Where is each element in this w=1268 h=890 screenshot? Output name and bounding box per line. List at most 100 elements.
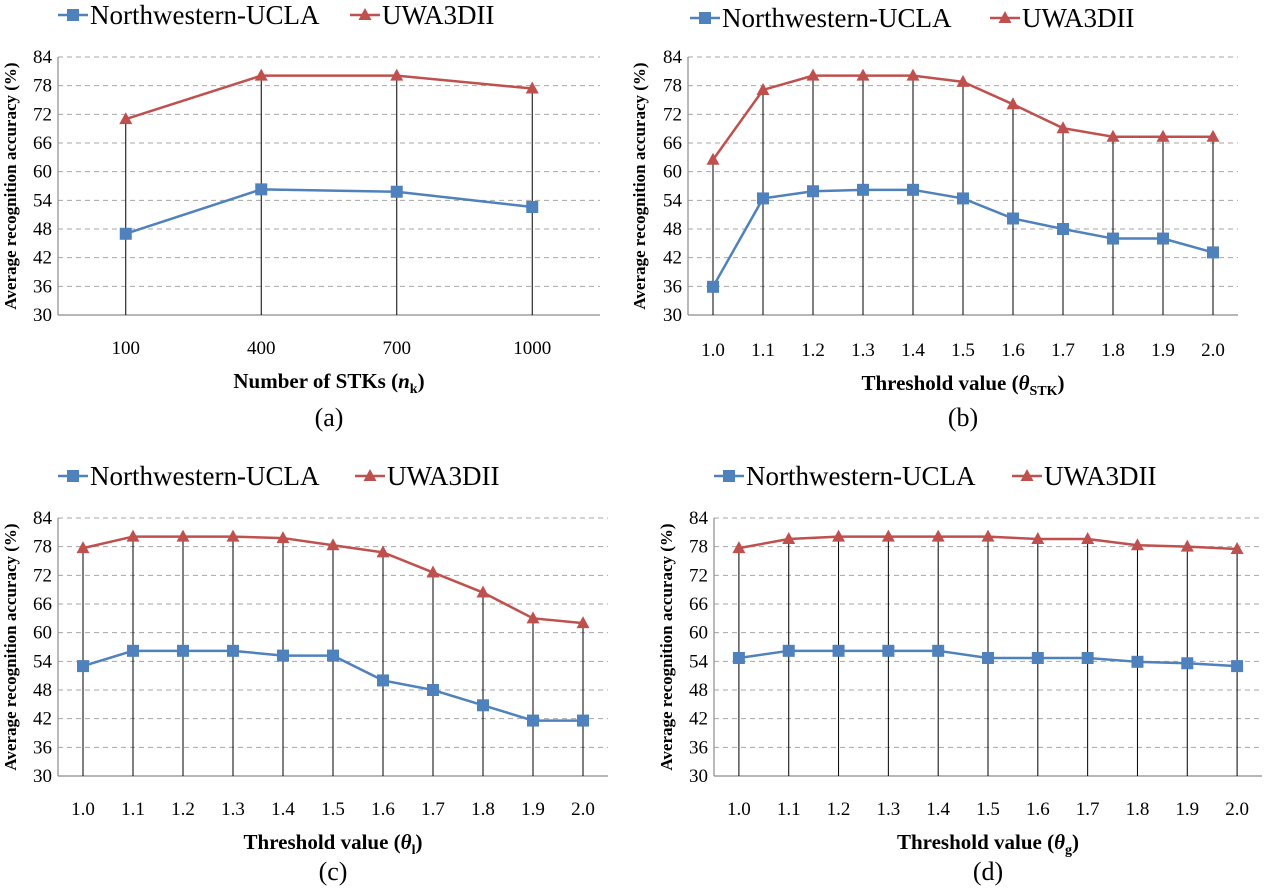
data-point-square [1157,232,1169,245]
y-tick-label: 36 [689,737,708,758]
y-tick-label: 84 [33,47,53,68]
y-tick-label: 30 [33,305,52,326]
x-tick-label: 1.3 [851,340,875,361]
data-point-triangle [119,112,133,125]
data-point-triangle [1106,129,1120,142]
data-point-triangle [981,529,995,542]
y-tick-label: 60 [689,623,708,644]
data-point-square [477,699,489,712]
y-tick-label: 78 [663,76,682,97]
data-point-square [932,644,945,657]
x-tick-label: 1.8 [1101,340,1125,361]
data-point-triangle [76,541,90,554]
x-tick-label: 700 [383,338,412,359]
chart-panel-a: 30 36 42 48 54 60 66 72 78 84 100 400 700 1000 Northwe… [1,0,600,432]
data-point-triangle [1056,121,1070,134]
data-point-square [1007,212,1019,225]
data-point-square [577,714,589,727]
data-point-square [732,651,745,664]
data-point-triangle [832,529,846,542]
data-point-square [1057,223,1069,235]
x-axis-subscript: k [410,382,418,397]
x-tick-label: 2.0 [1201,340,1225,361]
x-tick-label: 2.0 [1225,799,1249,820]
legend-marker-square [67,9,79,21]
data-point-triangle [576,616,590,629]
y-tick-label: 84 [689,508,709,529]
legend-marker-square [67,470,79,482]
data-point-square [1107,232,1119,245]
y-tick-label: 48 [663,219,682,240]
x-tick-label: 1.3 [876,799,900,820]
data-point-triangle [1006,97,1020,110]
x-axis-symbol: θ [1054,830,1065,854]
data-point-triangle [956,74,970,87]
x-tick-label: 1.0 [727,799,751,820]
legend-label: UWA3DII [387,461,499,491]
data-point-square [377,674,389,687]
data-point-triangle [1081,532,1095,545]
data-point-square [526,201,539,214]
legend-label: UWA3DII [1022,3,1134,33]
x-axis-subscript: l [412,843,416,858]
y-tick-label: 78 [33,537,52,558]
x-tick-label: 1.3 [221,799,245,820]
data-point-triangle [426,565,440,578]
data-point-square [807,185,819,198]
y-tick-label: 60 [33,623,52,644]
data-point-square [1231,660,1244,673]
x-tick-label: 1.1 [121,799,145,820]
x-axis-label-text: Threshold value ( [861,371,1018,395]
data-point-triangle [906,68,920,81]
x-axis-subscript: STK [1030,384,1058,399]
data-point-triangle [1031,532,1045,545]
data-point-triangle [226,529,240,542]
x-tick-label: 1.7 [421,799,445,820]
y-tick-label: 72 [33,565,52,586]
data-point-square [390,185,403,198]
y-axis-label: Average recognition accuracy (%) [630,62,649,309]
x-tick-label: 1.5 [321,799,345,820]
y-axis-label: Average recognition accuracy (%) [1,62,20,309]
panel-caption: (d) [973,857,1003,886]
y-tick-label: 42 [33,709,52,730]
y-tick-label: 66 [663,133,682,154]
x-axis-label-close: ) [1058,371,1065,395]
data-point-triangle [806,68,820,81]
x-axis-label-text: Number of STKs ( [233,369,398,393]
legend-label: Northwestern-UCLA [90,461,320,491]
data-point-square [882,644,895,657]
data-point-square [327,649,339,662]
x-axis-label: Threshold value (θSTK) [861,371,1064,399]
x-axis-symbol: θ [1019,371,1030,395]
y-tick-label: 42 [33,248,52,269]
x-tick-label: 1.2 [801,340,825,361]
chart-panel-d: 30 36 42 48 54 60 66 72 78 84 1.0 1.1 1.2 1.3 1.4 1.5 1.… [657,461,1262,886]
data-point-triangle [756,82,770,95]
y-tick-label: 54 [689,651,709,672]
data-point-triangle [856,68,870,81]
y-tick-label: 42 [689,709,708,730]
y-axis-label: Average recognition accuracy (%) [657,523,676,770]
data-point-triangle [1130,538,1144,551]
data-point-triangle [881,529,895,542]
x-axis-symbol: n [398,369,410,393]
x-tick-label: 1.8 [471,799,495,820]
legend-marker-triangle [363,469,377,481]
data-point-square [1131,655,1144,668]
x-tick-label: 1.8 [1126,799,1150,820]
data-point-square [527,714,539,727]
data-point-triangle [276,531,290,544]
x-axis-label: Threshold value (θl) [244,830,423,858]
x-tick-label: 1.9 [1175,799,1199,820]
x-tick-label: 2.0 [571,799,595,820]
y-tick-label: 72 [663,104,682,125]
data-point-triangle [526,611,540,624]
chart-panel-c: 30 36 42 48 54 60 66 72 78 84 1.0 1.1 1.2 1.3 1.4 1.5 1.… [1,461,608,886]
y-tick-label: 54 [33,651,53,672]
x-axis-label-close: ) [415,830,422,854]
x-tick-label: 400 [247,338,276,359]
x-axis-label-text: Threshold value ( [244,830,401,854]
y-tick-label: 78 [33,76,52,97]
panel-caption: (c) [319,857,348,886]
